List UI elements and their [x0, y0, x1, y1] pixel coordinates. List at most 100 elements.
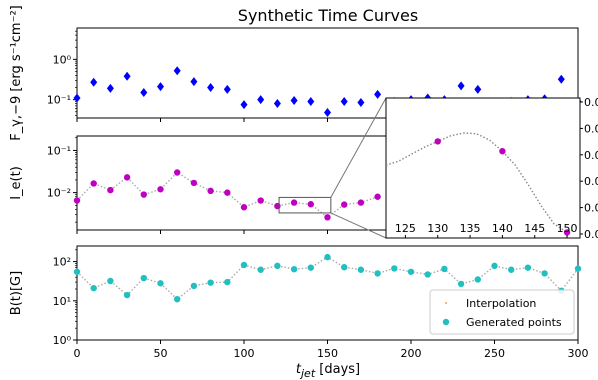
- data-point: [257, 266, 264, 273]
- y-tick-label: 10⁻¹: [47, 94, 71, 107]
- data-point: [90, 180, 97, 187]
- inset-y-tick-label: 0.0: [584, 175, 598, 188]
- inset-x-tick-label: 125: [395, 222, 416, 235]
- data-point: [557, 74, 565, 84]
- data-point: [73, 197, 81, 204]
- data-point: [207, 187, 214, 195]
- data-point: [374, 89, 382, 99]
- legend-marker-generated: [442, 318, 450, 326]
- inset-data-point: [563, 229, 571, 236]
- data-point: [307, 201, 314, 208]
- legend-label: Interpolation: [466, 297, 536, 310]
- inset-x-tick-label: 140: [492, 222, 513, 235]
- data-point: [190, 282, 198, 290]
- data-point: [123, 174, 131, 181]
- inset-data-point: [434, 138, 441, 145]
- data-point: [341, 263, 348, 271]
- inset-y-tick-label: 0.0: [584, 202, 598, 215]
- data-point: [324, 253, 331, 261]
- data-point: [474, 84, 482, 94]
- data-point: [106, 83, 114, 93]
- legend-box: [429, 289, 575, 335]
- chart-title: Synthetic Time Curves: [238, 6, 418, 25]
- data-point: [273, 99, 281, 109]
- data-point: [524, 264, 532, 271]
- data-point: [357, 266, 365, 273]
- zoom-inset: 125 130 135 140 145 150 0.0 0.0 0.0 0.0 0.0 0.0: [330, 96, 598, 241]
- data-point: [457, 280, 465, 288]
- legend-marker-interpolation: [445, 302, 447, 304]
- data-point: [341, 201, 348, 208]
- data-point: [274, 262, 281, 270]
- data-point: [123, 291, 131, 299]
- data-point: [107, 277, 114, 285]
- y-tick-label: 10⁻²: [47, 187, 71, 200]
- data-point: [290, 199, 298, 206]
- data-point: [190, 179, 198, 187]
- data-point: [290, 265, 298, 273]
- data-point: [157, 280, 164, 287]
- data-point: [374, 270, 381, 277]
- data-point: [274, 202, 281, 210]
- data-point: [240, 100, 248, 110]
- y-tick-label: 10⁻¹: [47, 144, 71, 157]
- data-point: [307, 264, 314, 271]
- y-axis-label: F_γ,−9 [erg s⁻¹cm⁻²]: [9, 5, 24, 140]
- x-axis-label: tjet [days]: [296, 362, 360, 380]
- data-point: [257, 95, 265, 105]
- x-tick-label: 100: [234, 347, 255, 360]
- data-point: [190, 77, 198, 87]
- x-tick-label: 0: [74, 347, 81, 360]
- data-point: [73, 93, 81, 103]
- y-tick-label: 10⁰: [53, 53, 72, 66]
- zoom-connector: [330, 97, 387, 198]
- x-tick-label: 200: [401, 347, 422, 360]
- data-point: [174, 295, 181, 303]
- x-tick-label: 300: [568, 347, 589, 360]
- data-point: [257, 197, 264, 204]
- y-axis-label: B(t)[G]: [9, 271, 24, 315]
- inset-y-tick-label: 0.0: [584, 122, 598, 135]
- data-point: [324, 107, 331, 117]
- inset-x-tick-label: 145: [524, 222, 545, 235]
- x-tick-label: 250: [484, 347, 505, 360]
- data-point: [574, 265, 582, 272]
- data-point: [174, 169, 181, 176]
- data-point: [307, 96, 315, 106]
- data-point: [324, 214, 331, 221]
- y-tick-label: 10¹: [53, 295, 71, 308]
- data-point: [340, 96, 348, 106]
- data-point: [407, 268, 415, 275]
- data-point: [107, 186, 114, 194]
- data-point: [491, 262, 498, 270]
- inset-x-tick-label: 150: [557, 222, 578, 235]
- inset-x-tick-label: 135: [460, 222, 481, 235]
- data-point: [290, 96, 298, 106]
- data-point: [441, 265, 448, 273]
- data-point: [140, 274, 147, 282]
- inset-x-tick-label: 130: [427, 222, 448, 235]
- panel-b: 0 50 100 150 200 250 300 10² 10¹ 10⁰ B(t)[G]: [9, 245, 589, 360]
- data-point: [157, 82, 164, 92]
- zoom-box: [278, 196, 332, 214]
- y-tick-label: 10²: [53, 256, 71, 269]
- data-point: [424, 271, 431, 278]
- data-point: [240, 261, 248, 269]
- data-point: [224, 189, 231, 196]
- data-point: [90, 284, 97, 292]
- data-point: [508, 266, 515, 273]
- data-point: [157, 186, 164, 193]
- data-point: [140, 191, 147, 198]
- data-point: [173, 66, 181, 76]
- data-point: [457, 81, 465, 91]
- data-point: [374, 193, 381, 200]
- data-point: [541, 270, 548, 277]
- y-tick-label: 10⁰: [53, 334, 72, 347]
- inset-frame: [385, 97, 581, 239]
- data-point: [357, 199, 365, 206]
- inset-y-tick-label: 0.0: [584, 96, 598, 109]
- data-point: [90, 77, 98, 87]
- x-tick-label: 150: [317, 347, 338, 360]
- inset-interpolation-line: [385, 132, 574, 234]
- data-point: [207, 279, 214, 286]
